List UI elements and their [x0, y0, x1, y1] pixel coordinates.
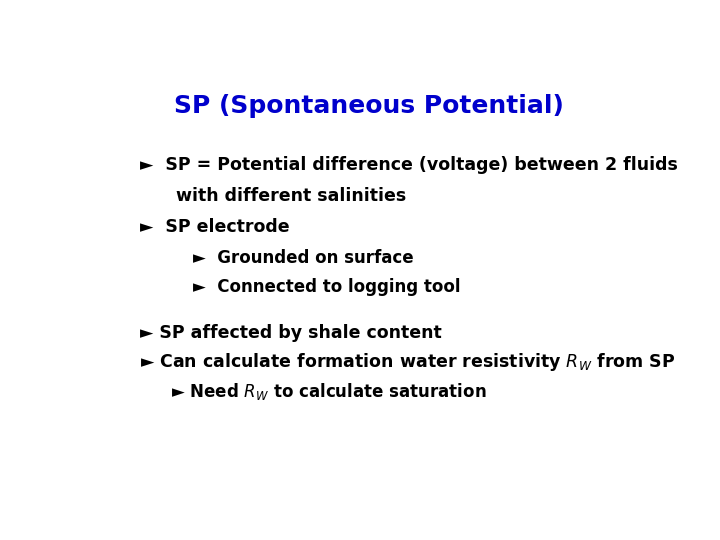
Text: ► SP affected by shale content: ► SP affected by shale content: [140, 324, 442, 342]
Text: SP (Spontaneous Potential): SP (Spontaneous Potential): [174, 94, 564, 118]
Text: ►  Connected to logging tool: ► Connected to logging tool: [193, 278, 461, 296]
Text: ► Need $R_W$ to calculate saturation: ► Need $R_W$ to calculate saturation: [171, 381, 487, 402]
Text: ►  Grounded on surface: ► Grounded on surface: [193, 249, 414, 267]
Text: ►  SP electrode: ► SP electrode: [140, 218, 290, 236]
Text: ►  SP = Potential difference (voltage) between 2 fluids: ► SP = Potential difference (voltage) be…: [140, 156, 678, 173]
Text: with different salinities: with different salinities: [176, 187, 407, 205]
Text: ► Can calculate formation water resistivity $R_W$ from SP: ► Can calculate formation water resistiv…: [140, 351, 675, 373]
